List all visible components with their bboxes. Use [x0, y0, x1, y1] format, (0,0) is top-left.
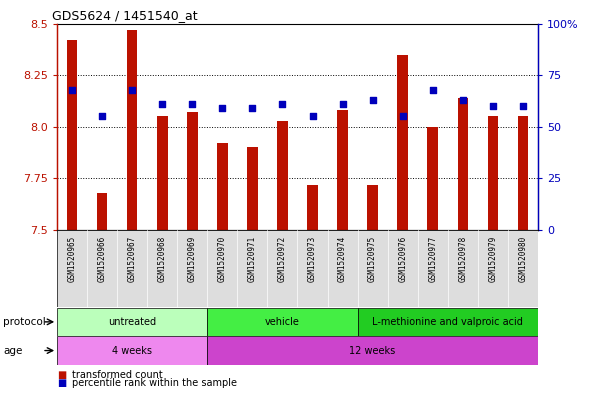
Text: vehicle: vehicle — [265, 317, 300, 327]
Bar — [57, 308, 207, 336]
Point — [127, 86, 137, 93]
Point — [218, 105, 227, 111]
Bar — [67, 40, 78, 230]
Point — [157, 101, 167, 107]
Text: percentile rank within the sample: percentile rank within the sample — [72, 378, 237, 388]
Bar — [337, 110, 348, 230]
Text: transformed count: transformed count — [72, 369, 163, 380]
Text: GSM1520972: GSM1520972 — [278, 236, 287, 282]
Point — [308, 113, 317, 119]
Point — [428, 86, 438, 93]
Text: L-methionine and valproic acid: L-methionine and valproic acid — [372, 317, 523, 327]
Bar — [487, 116, 498, 230]
Bar — [247, 147, 258, 230]
Bar — [277, 121, 288, 230]
Point — [458, 97, 468, 103]
Text: untreated: untreated — [108, 317, 156, 327]
Text: GSM1520978: GSM1520978 — [459, 236, 467, 282]
Text: GSM1520966: GSM1520966 — [98, 236, 106, 282]
Bar — [97, 193, 108, 230]
Text: protocol: protocol — [3, 317, 46, 327]
Bar — [207, 308, 358, 336]
Bar — [358, 308, 538, 336]
Text: GSM1520971: GSM1520971 — [248, 236, 257, 282]
Text: GSM1520979: GSM1520979 — [489, 236, 497, 282]
Text: GSM1520970: GSM1520970 — [218, 236, 227, 282]
Bar — [397, 55, 408, 230]
Bar — [57, 336, 207, 365]
Bar — [207, 336, 538, 365]
Point — [338, 101, 347, 107]
Text: GSM1520967: GSM1520967 — [128, 236, 136, 282]
Text: GSM1520965: GSM1520965 — [68, 236, 76, 282]
Text: GSM1520973: GSM1520973 — [308, 236, 317, 282]
Text: GSM1520975: GSM1520975 — [368, 236, 377, 282]
Bar — [457, 98, 468, 230]
Bar — [217, 143, 228, 230]
Text: GSM1520977: GSM1520977 — [429, 236, 437, 282]
Point — [398, 113, 407, 119]
Text: GSM1520969: GSM1520969 — [188, 236, 197, 282]
Text: GSM1520976: GSM1520976 — [398, 236, 407, 282]
Text: 4 weeks: 4 weeks — [112, 345, 152, 356]
Point — [518, 103, 528, 109]
Text: GDS5624 / 1451540_at: GDS5624 / 1451540_at — [52, 9, 198, 22]
Point — [188, 101, 197, 107]
Bar — [57, 230, 538, 307]
Text: GSM1520980: GSM1520980 — [519, 236, 527, 282]
Text: ■: ■ — [57, 378, 66, 388]
Bar — [427, 127, 438, 230]
Bar — [517, 116, 528, 230]
Point — [368, 97, 377, 103]
Text: GSM1520974: GSM1520974 — [338, 236, 347, 282]
Text: age: age — [3, 345, 22, 356]
Text: ■: ■ — [57, 369, 66, 380]
Text: 12 weeks: 12 weeks — [350, 345, 395, 356]
Bar — [187, 112, 198, 230]
Point — [97, 113, 107, 119]
Point — [248, 105, 257, 111]
Point — [278, 101, 287, 107]
Point — [67, 86, 77, 93]
Bar — [157, 116, 168, 230]
Point — [488, 103, 498, 109]
Bar — [307, 185, 318, 230]
Bar — [367, 185, 378, 230]
Bar — [127, 30, 138, 230]
Text: GSM1520968: GSM1520968 — [158, 236, 166, 282]
